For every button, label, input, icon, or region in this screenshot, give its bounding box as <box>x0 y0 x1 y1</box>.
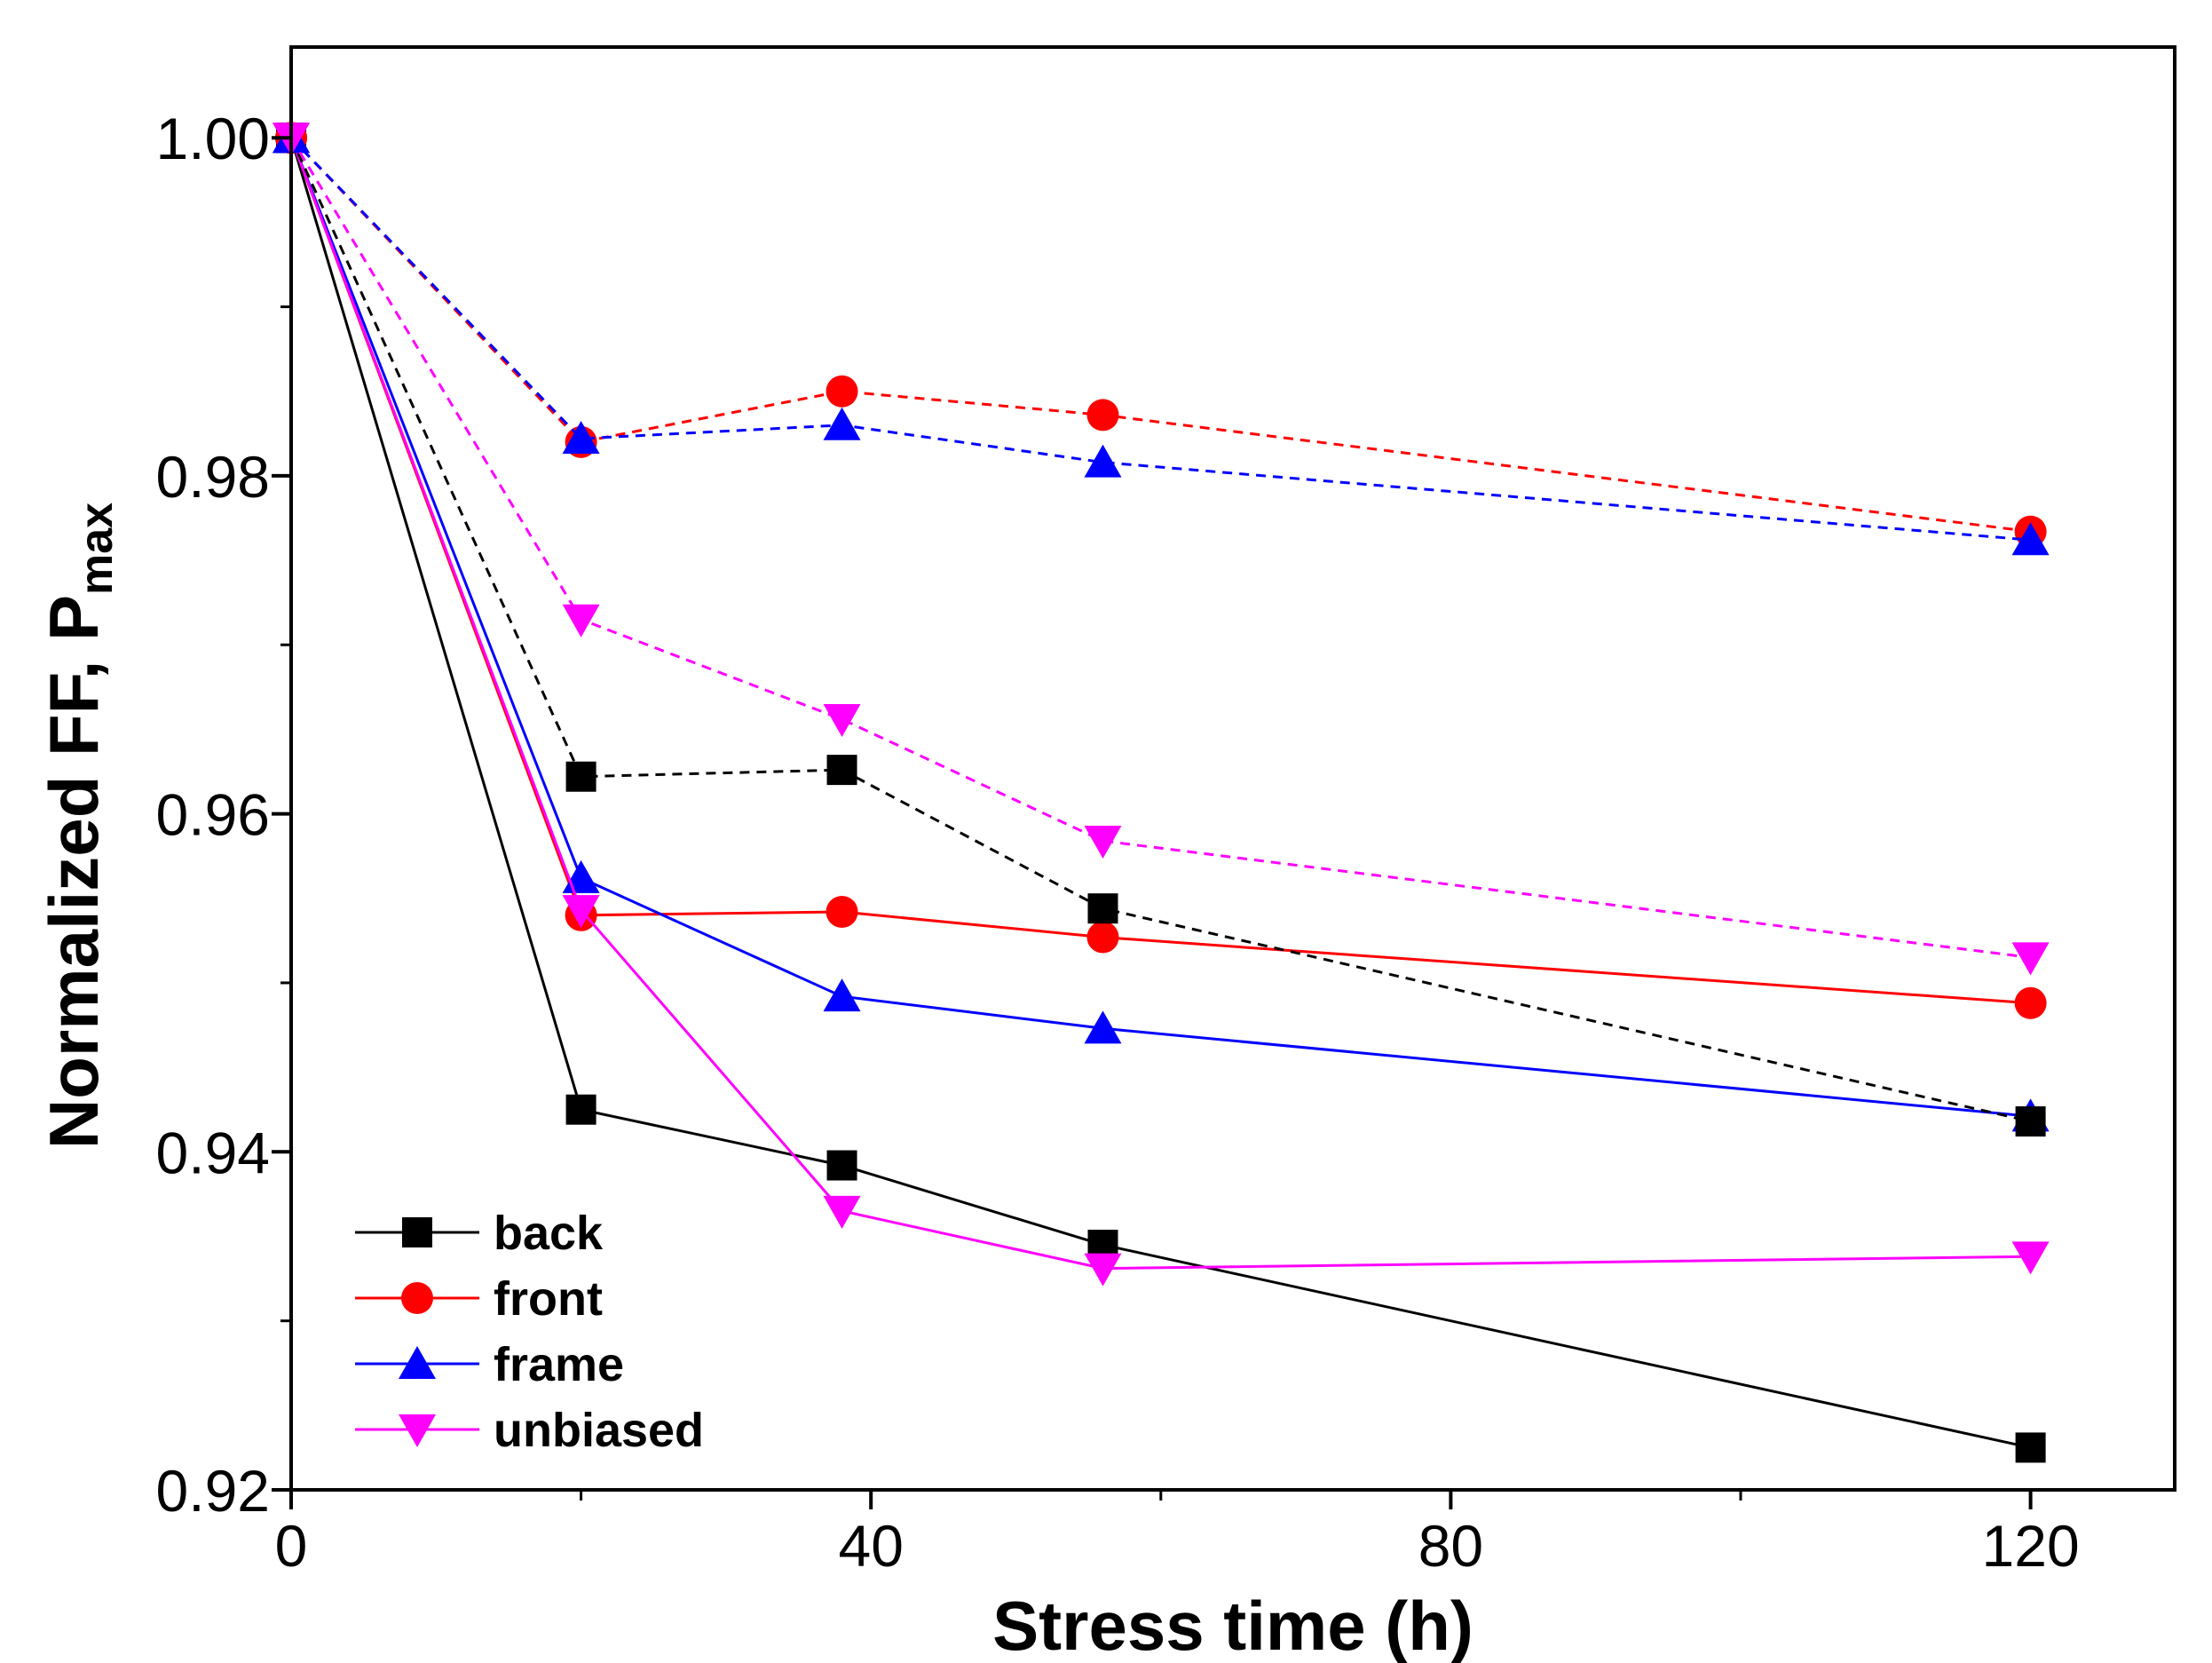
data-point <box>823 978 861 1012</box>
data-point <box>565 761 596 792</box>
data-point <box>1084 826 1122 859</box>
y-tick-label: 0.98 <box>156 444 270 510</box>
data-point <box>823 1195 861 1229</box>
data-point <box>562 895 600 929</box>
legend-marker <box>399 1346 436 1379</box>
data-point <box>2011 522 2050 556</box>
legend-marker <box>402 1217 432 1247</box>
plot-frame <box>289 45 2176 1492</box>
y-axis-title-main: Normalized FF, P <box>35 595 113 1149</box>
y-axis-title: Normalized FF, Pmax <box>35 503 122 1149</box>
legend-label: back <box>494 1207 604 1260</box>
data-point <box>2015 1106 2046 1137</box>
legend-marker <box>399 1414 436 1447</box>
data-point <box>826 375 858 408</box>
data-point <box>1084 1010 1122 1044</box>
data-point <box>823 407 861 440</box>
data-point <box>2011 1241 2050 1275</box>
series-unbiased <box>273 123 2050 1287</box>
data-point <box>562 421 600 455</box>
data-point <box>1087 893 1118 924</box>
x-axis-title: Stress time (h) <box>992 1587 1473 1663</box>
data-point <box>823 704 861 738</box>
data-point <box>2011 942 2050 976</box>
legend-item-back: back <box>355 1207 604 1260</box>
data-point <box>1086 399 1119 432</box>
y-tick-label: 1.00 <box>156 106 270 171</box>
data-point <box>1086 921 1119 954</box>
data-point <box>826 1150 857 1181</box>
data-point <box>1084 1253 1122 1287</box>
x-tick-label: 80 <box>1418 1513 1483 1579</box>
legend-item-unbiased: unbiased <box>355 1404 704 1457</box>
x-tick-label: 40 <box>838 1513 903 1579</box>
data-point <box>565 1094 596 1125</box>
y-tick-label: 0.96 <box>156 782 270 848</box>
y-tick-label: 0.94 <box>156 1120 270 1185</box>
series-layer <box>273 120 2050 1463</box>
legend-label: frame <box>494 1338 624 1391</box>
x-tick-label: 120 <box>1982 1513 2080 1579</box>
legend-label: unbiased <box>494 1404 704 1457</box>
legend-marker <box>401 1282 433 1314</box>
y-axis-title-subscript: max <box>71 503 122 595</box>
data-point <box>2014 986 2047 1019</box>
legend-item-frame: frame <box>355 1338 624 1391</box>
tick-layer: 0 40 80 120 0.92 0.94 0.96 0.98 1.00 <box>156 106 2080 1579</box>
data-point <box>2015 1432 2046 1463</box>
data-point <box>826 755 857 786</box>
data-point <box>826 896 858 929</box>
legend-label: front <box>494 1272 603 1326</box>
data-point <box>1084 444 1122 478</box>
legend: back front frame unbiased <box>355 1207 704 1457</box>
x-tick-label: 0 <box>275 1513 308 1579</box>
legend-item-front: front <box>355 1272 603 1326</box>
series-line <box>289 137 2031 959</box>
y-tick-label: 0.92 <box>156 1458 270 1524</box>
data-point <box>562 604 600 637</box>
